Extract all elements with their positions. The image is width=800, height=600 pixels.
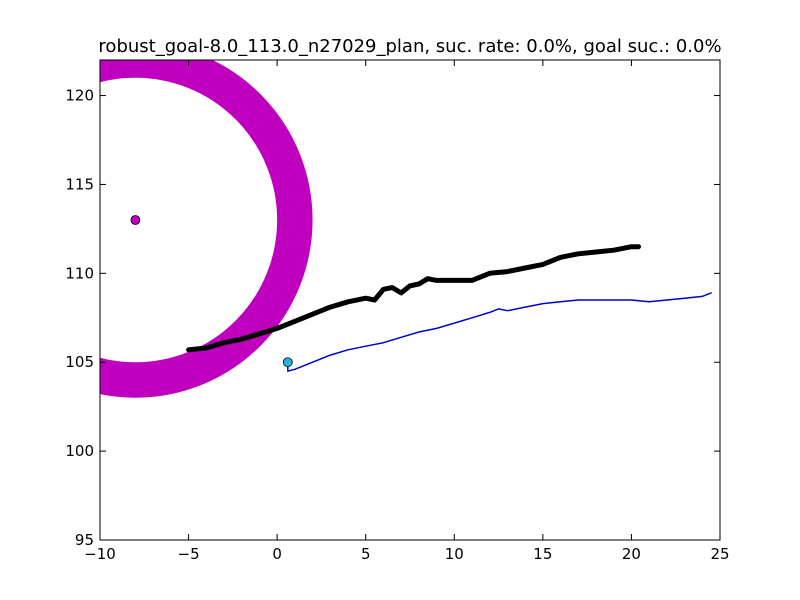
y-tick-label: 95 (75, 531, 94, 549)
goal-point (130, 215, 141, 225)
y-tick-label: 110 (65, 264, 94, 282)
x-tick-label: 25 (710, 545, 729, 563)
x-tick-label: 20 (622, 545, 641, 563)
x-tick-label: 15 (533, 545, 552, 563)
executed-trajectory-line (287, 292, 712, 372)
y-axis: 95 100 105 110 115 120 (65, 87, 720, 549)
x-tick-label: 5 (361, 545, 371, 563)
x-tick-label: 0 (272, 545, 282, 563)
y-tick-label: 105 (65, 353, 94, 371)
plot-frame (99, 59, 721, 541)
y-tick-label: 115 (65, 175, 94, 193)
y-tick-label: 120 (65, 87, 94, 105)
plot-area (100, 60, 712, 398)
y-tick-label: 100 (65, 442, 94, 460)
planned-trajectory-line (186, 244, 641, 353)
x-tick-label: −10 (84, 545, 116, 563)
start-point (282, 357, 293, 368)
x-axis: −10 −5 0 5 10 15 20 25 (84, 60, 730, 563)
chart-title: robust_goal-8.0_113.0_n27029_plan, suc. … (98, 36, 721, 57)
x-tick-label: 10 (445, 545, 464, 563)
goal-ring (100, 60, 313, 398)
x-tick-label: −5 (178, 545, 200, 563)
